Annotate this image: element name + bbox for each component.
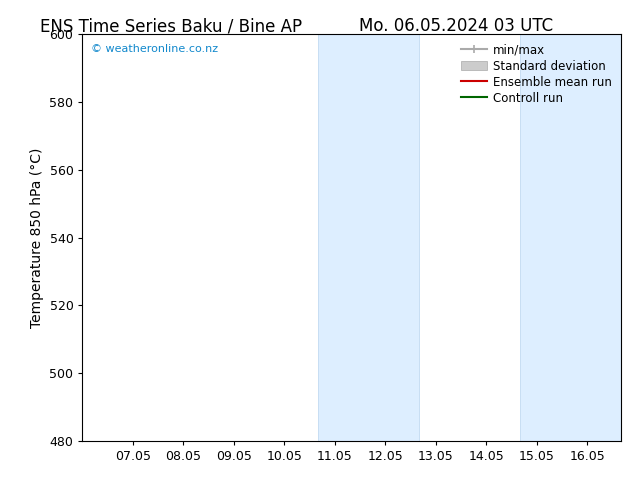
Legend: min/max, Standard deviation, Ensemble mean run, Controll run: min/max, Standard deviation, Ensemble me… (458, 40, 616, 108)
Text: © weatheronline.co.nz: © weatheronline.co.nz (91, 45, 217, 54)
Text: ENS Time Series Baku / Bine AP: ENS Time Series Baku / Bine AP (40, 17, 302, 35)
Y-axis label: Temperature 850 hPa (°C): Temperature 850 hPa (°C) (30, 147, 44, 328)
Text: Mo. 06.05.2024 03 UTC: Mo. 06.05.2024 03 UTC (359, 17, 553, 35)
Bar (521, 34, 621, 441)
Bar (318, 34, 419, 441)
